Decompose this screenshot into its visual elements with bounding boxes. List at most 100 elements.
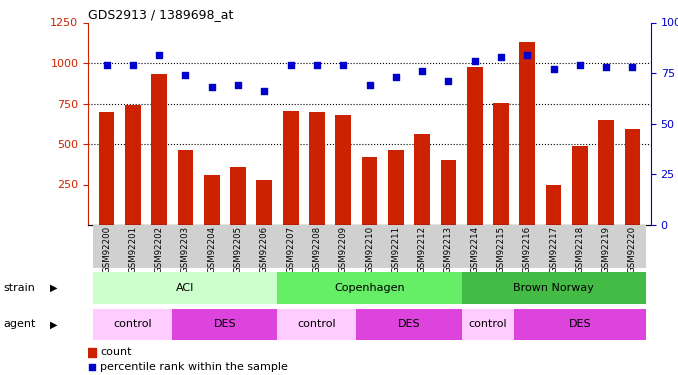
Point <box>206 84 217 90</box>
Bar <box>462 309 514 340</box>
Text: GSM92215: GSM92215 <box>496 226 506 273</box>
Bar <box>409 225 435 268</box>
Bar <box>357 309 462 340</box>
Bar <box>488 225 514 268</box>
Text: GSM92203: GSM92203 <box>181 226 190 273</box>
Bar <box>330 225 357 268</box>
Point <box>548 66 559 72</box>
Text: GSM92209: GSM92209 <box>339 226 348 273</box>
Bar <box>146 225 172 268</box>
Text: GSM92211: GSM92211 <box>391 226 400 273</box>
Text: strain: strain <box>3 283 35 293</box>
Bar <box>382 225 409 268</box>
Bar <box>178 150 193 225</box>
Bar <box>414 134 430 225</box>
Bar <box>462 225 488 268</box>
Bar <box>309 112 325 225</box>
Bar <box>151 74 167 225</box>
Text: GSM92213: GSM92213 <box>444 226 453 273</box>
Point <box>469 58 480 64</box>
Text: GSM92200: GSM92200 <box>102 226 111 273</box>
Point <box>101 62 112 68</box>
Text: ▶: ▶ <box>49 283 57 293</box>
Bar <box>199 225 225 268</box>
Point <box>417 68 428 74</box>
Point <box>443 78 454 84</box>
Point <box>364 82 375 88</box>
Text: Copenhagen: Copenhagen <box>334 283 405 293</box>
Point <box>496 54 506 60</box>
Bar <box>619 225 645 268</box>
Bar <box>277 225 304 268</box>
Bar <box>225 225 251 268</box>
Bar <box>593 225 619 268</box>
Bar <box>277 309 357 340</box>
Point <box>180 72 191 78</box>
Text: GSM92218: GSM92218 <box>576 226 584 273</box>
Bar <box>88 348 96 357</box>
Bar <box>230 166 246 225</box>
Text: control: control <box>298 320 336 329</box>
Point <box>233 82 243 88</box>
Bar <box>567 225 593 268</box>
Point <box>601 64 612 70</box>
Bar <box>251 225 277 268</box>
Bar <box>283 111 298 225</box>
Point <box>127 62 138 68</box>
Bar <box>304 225 330 268</box>
Bar <box>172 309 277 340</box>
Bar <box>125 105 141 225</box>
Bar <box>462 272 645 304</box>
Text: GSM92204: GSM92204 <box>207 226 216 273</box>
Bar <box>519 42 535 225</box>
Text: count: count <box>100 347 132 357</box>
Text: GSM92210: GSM92210 <box>365 226 374 273</box>
Text: control: control <box>113 320 152 329</box>
Text: GSM92207: GSM92207 <box>286 226 295 273</box>
Point <box>311 62 322 68</box>
Bar <box>357 225 382 268</box>
Text: ▶: ▶ <box>49 320 57 329</box>
Point <box>285 62 296 68</box>
Point <box>522 52 533 58</box>
Bar <box>388 150 403 225</box>
Bar <box>624 129 640 225</box>
Bar <box>94 225 120 268</box>
Bar <box>204 175 220 225</box>
Bar <box>514 225 540 268</box>
Point <box>574 62 585 68</box>
Point <box>627 64 638 70</box>
Text: GSM92216: GSM92216 <box>523 226 532 273</box>
Text: DES: DES <box>569 320 591 329</box>
Text: GSM92212: GSM92212 <box>418 226 426 273</box>
Text: GDS2913 / 1389698_at: GDS2913 / 1389698_at <box>88 8 233 21</box>
Point <box>259 88 270 94</box>
Bar <box>598 120 614 225</box>
Text: DES: DES <box>397 320 420 329</box>
Text: GSM92205: GSM92205 <box>233 226 243 273</box>
Bar <box>256 180 272 225</box>
Text: GSM92217: GSM92217 <box>549 226 558 273</box>
Text: Brown Norway: Brown Norway <box>513 283 594 293</box>
Bar <box>435 225 462 268</box>
Bar <box>94 272 277 304</box>
Bar <box>540 225 567 268</box>
Point <box>338 62 348 68</box>
Bar <box>172 225 199 268</box>
Bar <box>493 103 509 225</box>
Text: GSM92201: GSM92201 <box>128 226 138 273</box>
Point <box>290 300 300 306</box>
Bar <box>441 160 456 225</box>
Text: GSM92206: GSM92206 <box>260 226 268 273</box>
Text: percentile rank within the sample: percentile rank within the sample <box>100 362 288 372</box>
Point <box>154 52 165 58</box>
Bar <box>120 225 146 268</box>
Bar <box>99 112 115 225</box>
Bar <box>514 309 645 340</box>
Text: GSM92208: GSM92208 <box>313 226 321 273</box>
Text: DES: DES <box>214 320 236 329</box>
Bar <box>467 67 483 225</box>
Bar <box>361 157 378 225</box>
Text: ACI: ACI <box>176 283 195 293</box>
Bar <box>546 184 561 225</box>
